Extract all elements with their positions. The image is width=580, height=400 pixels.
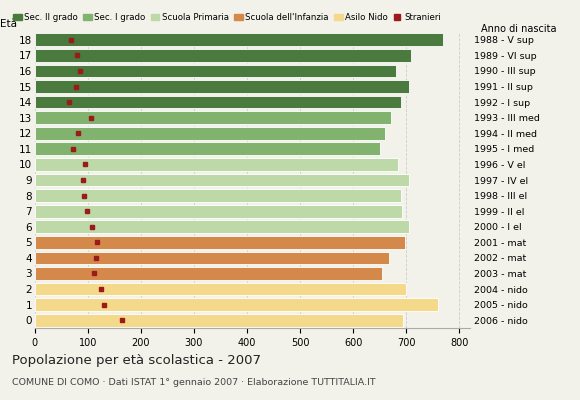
Bar (35, 220, 409, 233)
Bar (35, 252, 389, 264)
Bar (35, 267, 382, 280)
Bar (35, 96, 401, 108)
Bar (35, 64, 396, 77)
Bar (35, 127, 385, 140)
Bar (35, 158, 398, 171)
Text: COMUNE DI COMO · Dati ISTAT 1° gennaio 2007 · Elaborazione TUTTITALIA.IT: COMUNE DI COMO · Dati ISTAT 1° gennaio 2… (12, 378, 375, 387)
Bar (35, 298, 438, 311)
Bar (35, 111, 392, 124)
Bar (35, 34, 443, 46)
Bar (35, 205, 403, 218)
Text: Età: Età (0, 19, 17, 29)
Bar (35, 314, 404, 326)
Bar (35, 80, 409, 93)
Bar (35, 283, 406, 296)
Bar (35, 142, 380, 155)
Bar (35, 174, 409, 186)
Text: Anno di nascita: Anno di nascita (481, 24, 557, 34)
Legend: Sec. II grado, Sec. I grado, Scuola Primaria, Scuola dell'Infanzia, Asilo Nido, : Sec. II grado, Sec. I grado, Scuola Prim… (13, 13, 441, 22)
Text: Popolazione per età scolastica - 2007: Popolazione per età scolastica - 2007 (12, 354, 260, 367)
Bar (35, 236, 405, 249)
Bar (35, 189, 401, 202)
Bar (35, 49, 411, 62)
